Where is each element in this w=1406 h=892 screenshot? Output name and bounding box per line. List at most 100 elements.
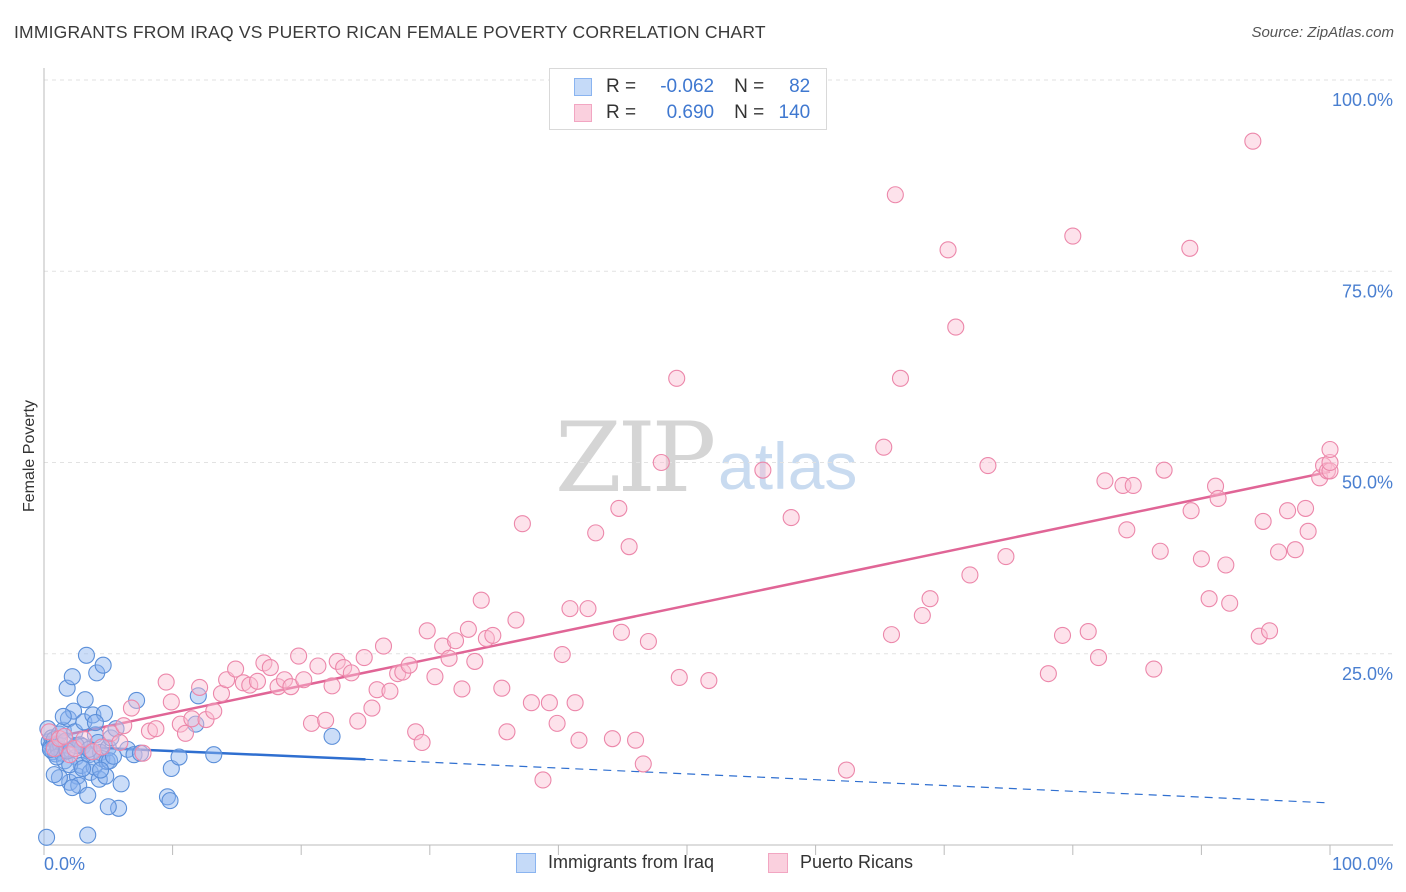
watermark-zip: ZIP [555,402,716,514]
data-point [349,712,367,730]
data-point [76,691,94,709]
data-point [1321,440,1339,459]
data-point [79,786,97,804]
data-point [620,538,638,556]
data-point [99,798,117,816]
data-point [418,622,436,640]
bottom-legend-puerto-rican[interactable]: Puerto Ricans [768,852,913,873]
trend-line-iraq-extension [365,758,1331,804]
data-point [323,677,341,695]
data-point [394,663,412,681]
data-point [134,744,152,762]
data-point [1089,649,1108,667]
data-point [587,524,605,542]
data-point [94,656,112,674]
data-point [634,755,652,773]
data-point [45,740,63,758]
data-point [102,729,120,747]
source-credit: Source: ZipAtlas.com [1251,24,1394,41]
data-point [440,649,458,667]
watermark-atlas: atlas [718,429,858,503]
data-point [176,724,195,742]
data-point [56,727,74,745]
data-point [1299,522,1317,540]
data-point [77,646,95,664]
data-point [913,606,931,625]
data-point [66,740,84,758]
data-point [652,453,670,472]
data-point [374,637,393,655]
y-tick-label: 50.0% [1342,473,1393,493]
data-point [170,748,188,766]
data-point [1145,660,1163,678]
data-point [63,668,81,686]
data-point [191,678,209,696]
data-point [610,499,628,517]
data-point [1182,502,1200,520]
data-point [472,591,490,609]
data-point [1064,227,1082,245]
data-point [1096,472,1114,490]
data-point [700,671,718,690]
gridlines [44,79,1395,655]
data-point [302,714,321,732]
data-point [540,694,558,712]
data-point [453,680,471,698]
y-axis-label: Female Poverty [21,400,38,512]
trend-line-iraq [43,744,366,761]
legend-swatch-puerto-rican [574,104,592,122]
data-point [1209,489,1227,508]
data-point [323,727,341,745]
data-point [112,775,130,793]
data-point [38,828,56,846]
data-point [603,730,621,748]
data-point [566,694,584,712]
data-point [627,731,645,749]
data-point [1124,476,1142,495]
data-point [84,743,102,761]
data-point [1244,132,1262,150]
data-point [111,733,129,752]
data-point [997,548,1015,566]
data-point [553,645,571,664]
tick-labels: 25.0% 50.0% 75.0% 100.0% 0.0% 100.0% [44,90,1393,874]
data-point [1039,665,1057,683]
data-point [368,681,386,699]
r-value: 0.690 [666,102,715,123]
y-tick-label: 75.0% [1342,281,1393,301]
data-point [295,671,313,689]
bottom-legend-iraq[interactable]: Immigrants from Iraq [516,852,714,873]
data-point [407,723,425,741]
data-point [947,318,965,336]
legend-label-puerto-rican: Puerto Ricans [800,852,914,872]
data-point [275,671,294,689]
data-point [115,717,133,735]
r-label: R = [606,102,637,123]
data-point [140,722,159,740]
data-point [342,664,360,682]
data-point [40,723,58,741]
data-point [484,626,502,644]
legend-swatch-iraq [574,78,592,96]
n-label: N = [734,102,765,123]
data-point [1279,502,1297,520]
legend-label-iraq: Immigrants from Iraq [548,852,715,872]
data-point [561,600,579,618]
data-point [309,657,327,675]
x-tick-label-max: 100.0% [1332,854,1393,874]
data-point [570,731,588,749]
data-point [50,769,68,787]
data-point [1118,521,1136,539]
data-point [754,461,772,479]
data-point [157,673,175,691]
data-point [104,747,122,765]
data-point [328,652,346,670]
data-point [61,756,79,774]
data-point [548,714,566,732]
data-point [921,590,939,608]
trend-lines [43,470,1331,804]
data-point [939,241,957,259]
data-point [205,746,223,764]
data-point [241,676,259,694]
